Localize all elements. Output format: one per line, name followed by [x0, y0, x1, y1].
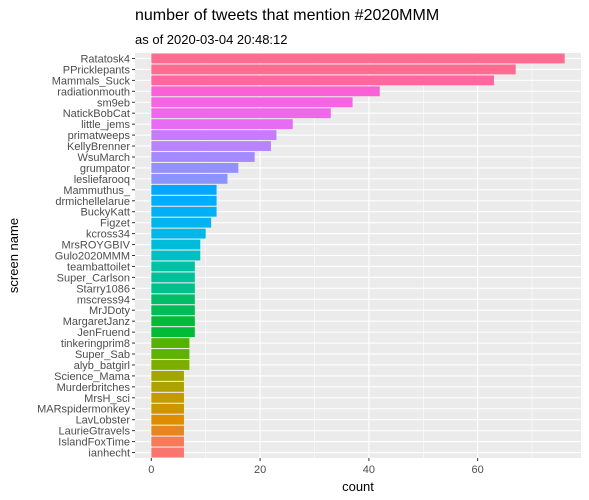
bar-ianhecht — [151, 447, 184, 458]
bar-Mammuthus_ — [151, 184, 217, 195]
bar-little_jems — [151, 119, 293, 130]
bar-Starry1086 — [151, 283, 195, 294]
bar-Super_Sab — [151, 349, 190, 359]
y-tick-label: lesliefarooq — [74, 174, 130, 186]
x-tick-labels: 0 20 40 60 — [148, 458, 484, 476]
y-tick-label: LavLobster — [76, 415, 131, 427]
y-tick-label: LaurieGtravels — [58, 426, 130, 438]
bar-mscress94 — [151, 294, 195, 305]
bar-radiationmouth — [151, 86, 380, 97]
y-tick-label: radiationmouth — [57, 86, 130, 98]
bar-MargaretJanz — [151, 316, 195, 327]
y-tick-label: Murderbritches — [57, 382, 131, 394]
bar-PPricklepants — [151, 64, 516, 75]
bar-Mammals_Suck — [151, 75, 494, 86]
bar-JenFruend — [151, 327, 195, 338]
y-tick-label: grumpator — [80, 163, 130, 175]
bar-MrsH_sci — [151, 392, 184, 403]
y-tick-label: Mammals_Suck — [52, 75, 131, 87]
bar-MrsROYGBIV — [151, 239, 201, 250]
y-tick-label: primatweeps — [68, 130, 131, 142]
y-tick-label: PPricklepants — [63, 64, 131, 76]
bar-BuckyKatt — [151, 206, 217, 217]
y-tick-label: kcross34 — [86, 229, 130, 241]
x-tick-label: 40 — [363, 464, 375, 476]
bar-primatweeps — [151, 130, 277, 141]
bar-WsuMarch — [151, 152, 255, 162]
bar-MARspidermonkey — [151, 403, 184, 414]
y-tick-label: mscress94 — [77, 294, 130, 306]
bar-kcross34 — [151, 228, 206, 239]
bar-Gulo2020MMM — [151, 250, 201, 261]
bar-IslandFoxTime — [151, 436, 184, 447]
y-tick-label: Science_Mama — [54, 371, 131, 383]
y-axis-title: screen name — [6, 218, 21, 293]
x-axis-title: count — [342, 479, 374, 494]
y-tick-label: Super_Sab — [75, 349, 130, 361]
y-tick-label: sm9eb — [97, 97, 130, 109]
y-tick-label: tinkeringprim8 — [61, 338, 130, 350]
bar-Ratatosk4 — [151, 53, 565, 64]
bar-drmichellelarue — [151, 195, 217, 206]
y-tick-label: KellyBrenner — [67, 141, 130, 153]
bar-LavLobster — [151, 414, 184, 425]
bar-grumpator — [151, 163, 239, 173]
y-tick-label: Mammuthus_ — [63, 185, 131, 197]
y-tick-label: Starry1086 — [76, 283, 130, 295]
chart-title: number of tweets that mention #2020MMM — [135, 7, 440, 24]
y-tick-label: Figzet — [100, 218, 130, 230]
bar-lesliefarooq — [151, 173, 228, 184]
bar-MrJDoty — [151, 305, 195, 316]
y-tick-label: little_jems — [81, 119, 130, 131]
y-tick-label: teambattoilet — [67, 261, 130, 273]
y-tick-label: BuckyKatt — [80, 207, 130, 219]
y-tick-label: alyb_batgirl — [74, 360, 130, 372]
y-tick-label: Gulo2020MMM — [55, 251, 130, 263]
bar-sm9eb — [151, 97, 353, 108]
y-tick-label: MARspidermonkey — [37, 404, 130, 416]
bar-LaurieGtravels — [151, 425, 184, 436]
y-tick-label: IslandFoxTime — [58, 437, 130, 449]
y-tick-label: Super_Carlson — [57, 272, 130, 284]
y-tick-label: ianhecht — [88, 448, 130, 460]
x-tick-label: 0 — [148, 464, 154, 476]
y-tick-label: MrJDoty — [89, 305, 130, 317]
y-tick-label: JenFruend — [77, 327, 130, 339]
y-tick-labels: Ratatosk4PPricklepantsMammals_Suckradiat… — [37, 53, 135, 460]
bar-KellyBrenner — [151, 141, 271, 151]
bar-Murderbritches — [151, 381, 184, 392]
bars — [151, 53, 565, 458]
bar-alyb_batgirl — [151, 360, 190, 370]
bar-Science_Mama — [151, 370, 184, 381]
y-tick-label: WsuMarch — [77, 152, 130, 164]
y-tick-label: Ratatosk4 — [80, 53, 130, 65]
y-tick-label: MargaretJanz — [63, 316, 130, 328]
y-tick-label: drmichellelarue — [55, 196, 130, 208]
x-tick-label: 60 — [472, 464, 484, 476]
bar-Super_Carlson — [151, 272, 195, 283]
chart-subtitle: as of 2020-03-04 20:48:12 — [135, 32, 288, 47]
y-tick-label: MrsH_sci — [84, 393, 130, 405]
y-tick-label: MrsROYGBIV — [62, 240, 131, 252]
bar-tinkeringprim8 — [151, 338, 190, 348]
bar-Figzet — [151, 217, 212, 228]
bar-teambattoilet — [151, 261, 195, 272]
y-tick-label: NatickBobCat — [63, 108, 130, 120]
bar-NatickBobCat — [151, 108, 331, 119]
x-tick-label: 20 — [254, 464, 266, 476]
